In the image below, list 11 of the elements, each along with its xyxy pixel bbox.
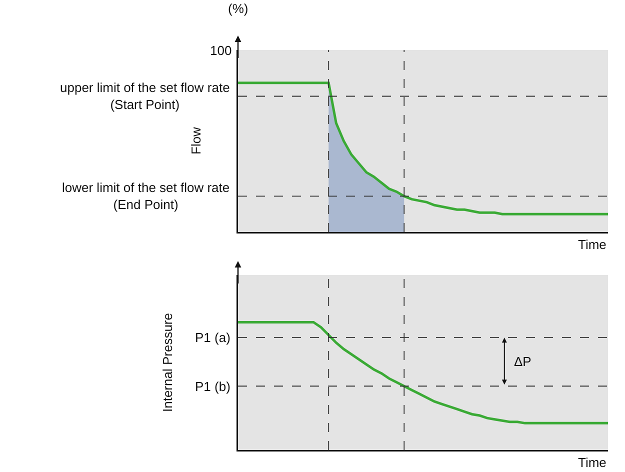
ref-line-label: upper limit of the set flow rate (Start Point): [60, 80, 230, 112]
ref-line-label: P1 (a): [195, 330, 230, 345]
x-axis-title: Time: [578, 237, 606, 252]
ref-line-label: P1 (b): [195, 379, 230, 394]
ref-line-label: lower limit of the set flow rate (End Point): [62, 180, 230, 212]
x-axis-title: Time: [578, 455, 606, 470]
text: (%): [228, 1, 248, 16]
y-axis-title: Internal Pressure: [160, 313, 175, 412]
y-axis-title: Flow: [188, 126, 204, 154]
text: 100: [210, 43, 232, 58]
annotation: ΔP: [514, 354, 532, 369]
